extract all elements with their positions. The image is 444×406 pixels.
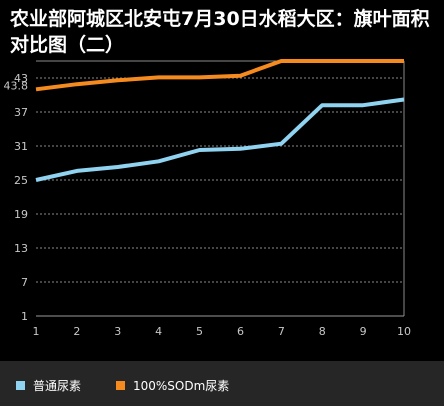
y-tick-label: 7	[21, 276, 28, 289]
y-tick-label: 13	[14, 242, 28, 255]
x-tick-label: 5	[196, 325, 203, 338]
series-line-1	[35, 97, 405, 182]
x-tick-label: 10	[397, 325, 411, 338]
x-tick-label: 9	[360, 325, 367, 338]
y-tick-label: 1	[21, 310, 28, 323]
x-tick-label: 6	[237, 325, 244, 338]
legend: 普通尿素 100%SODm尿素	[0, 361, 444, 406]
legend-swatch-series-1	[16, 381, 25, 390]
chart-title: 农业部阿城区北安屯7月30日水稻大区：旗叶面积对比图（二）	[10, 8, 430, 56]
y-tick-label: 19	[14, 208, 28, 221]
y-tick-label: 37	[14, 106, 28, 119]
legend-item-series-1: 普通尿素	[16, 377, 81, 394]
series-lines	[35, 59, 405, 182]
series-line-2	[35, 59, 404, 92]
x-tick-label: 1	[33, 325, 40, 338]
legend-item-series-2: 100%SODm尿素	[116, 377, 229, 394]
y-tick-label: 43.8	[4, 79, 29, 92]
y-tick-label: 31	[14, 140, 28, 153]
x-tick-label: 3	[114, 325, 121, 338]
legend-swatch-series-2	[116, 381, 125, 390]
x-axis-ticks: 1 2 3 4 5 6 7 8 9 10	[33, 325, 412, 338]
legend-label-series-1: 普通尿素	[33, 379, 82, 393]
x-tick-label: 2	[73, 325, 80, 338]
y-tick-label: 43	[14, 72, 28, 85]
x-tick-label: 7	[278, 325, 285, 338]
legend-label-series-2: 100%SODm尿素	[133, 379, 230, 393]
x-tick-label: 8	[319, 325, 326, 338]
y-tick-label: 25	[14, 174, 28, 187]
gridlines	[36, 60, 405, 317]
x-tick-label: 4	[155, 325, 162, 338]
